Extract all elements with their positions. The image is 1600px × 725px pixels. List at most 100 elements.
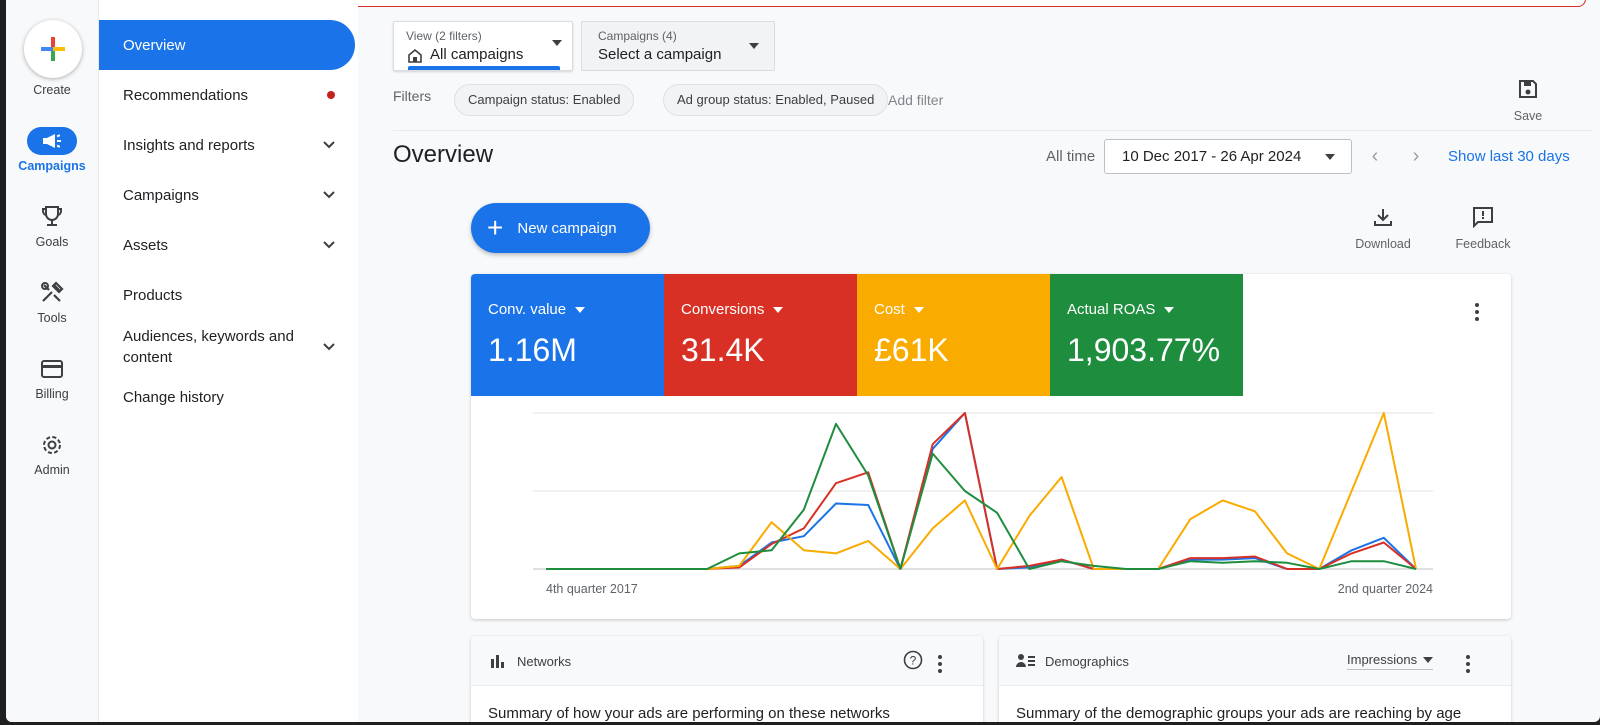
filter-chip-campaign-status[interactable]: Campaign status: Enabled	[454, 84, 635, 116]
networks-title: Networks	[517, 654, 572, 669]
new-campaign-button[interactable]: + New campaign	[471, 203, 650, 253]
save-label: Save	[1513, 109, 1543, 123]
date-range-picker[interactable]: 10 Dec 2017 - 26 Apr 2024	[1104, 139, 1352, 174]
nav-panel: Overview Recommendations Insights and re…	[98, 0, 358, 722]
caret-down-icon	[773, 306, 784, 313]
nav-item-overview[interactable]: Overview	[99, 20, 355, 70]
feedback-button[interactable]: Feedback	[1438, 206, 1528, 251]
caret-down-icon	[913, 306, 924, 313]
rail-item-admin[interactable]: Admin	[6, 431, 98, 477]
metric-label: Conv. value	[488, 301, 567, 318]
nav-item-assets[interactable]: Assets	[99, 233, 355, 257]
series-line-3	[546, 422, 1417, 570]
download-button[interactable]: Download	[1338, 206, 1428, 251]
metric-label: Actual ROAS	[1067, 301, 1156, 318]
new-campaign-label: New campaign	[517, 219, 617, 237]
metric-label: Conversions	[681, 301, 765, 318]
main-content: View (2 filters) All campaigns Campaigns…	[358, 0, 1600, 722]
caret-down-icon	[1423, 656, 1434, 663]
nav-item-products[interactable]: Products	[99, 283, 355, 307]
rail-item-label: Billing	[35, 387, 69, 401]
metric-conversions[interactable]: Conversions 31.4K	[664, 274, 857, 396]
caret-down-icon	[1164, 306, 1175, 313]
rail-item-billing[interactable]: Billing	[6, 355, 98, 401]
campaign-selector-value: Select a campaign	[598, 46, 722, 63]
demographics-summary: Summary of the demographic groups your a…	[1016, 705, 1462, 722]
rail-item-tools[interactable]: Tools	[6, 279, 98, 325]
caret-down-icon	[575, 306, 586, 313]
demographics-card-header: Demographics Impressions	[999, 636, 1511, 686]
performance-line-chart: 4th quarter 2017 2nd quarter 2024	[533, 412, 1433, 596]
demographics-title: Demographics	[1045, 654, 1129, 669]
create-button[interactable]	[24, 20, 82, 78]
header-divider	[393, 130, 1593, 131]
nav-item-change-history[interactable]: Change history	[99, 385, 355, 409]
left-rail: Create Campaigns Goals Tools Billing	[6, 0, 98, 722]
notification-dot	[327, 91, 335, 99]
caret-down-icon	[749, 43, 759, 49]
feedback-icon	[1473, 207, 1493, 229]
all-time-label: All time	[1046, 148, 1096, 165]
chart-lines	[546, 412, 1417, 570]
date-range-value: 10 Dec 2017 - 26 Apr 2024	[1122, 148, 1302, 165]
more-options-icon[interactable]	[937, 652, 943, 676]
campaign-selector[interactable]: Campaigns (4) Select a campaign	[581, 21, 775, 71]
metric-conv-value[interactable]: Conv. value 1.16M	[471, 274, 664, 396]
nav-item-recommendations[interactable]: Recommendations	[99, 83, 355, 107]
megaphone-icon	[27, 127, 77, 155]
chevron-right-icon[interactable]: ›	[1412, 145, 1420, 167]
more-options-icon[interactable]	[1474, 300, 1480, 324]
chevron-down-icon	[323, 241, 335, 249]
chevron-down-icon	[323, 191, 335, 199]
metric-value: 31.4K	[681, 332, 765, 368]
performance-card: Conv. value 1.16M Conversions 31.4K Cost…	[471, 274, 1511, 619]
nav-item-label: Products	[123, 286, 183, 304]
gear-icon	[6, 431, 98, 459]
caret-down-icon	[552, 40, 562, 46]
metric-selector-value: Impressions	[1347, 652, 1418, 667]
svg-text:?: ?	[910, 654, 917, 668]
bar-chart-icon	[491, 655, 504, 668]
show-last-30-days-link[interactable]: Show last 30 days	[1448, 148, 1570, 165]
download-icon	[1374, 209, 1392, 226]
nav-item-label: Recommendations	[123, 86, 249, 104]
rail-item-label: Campaigns	[18, 159, 86, 173]
networks-card-header: Networks ?	[471, 636, 983, 686]
chevron-left-icon[interactable]: ‹	[1371, 145, 1379, 167]
save-button[interactable]: Save	[1498, 78, 1558, 123]
credit-card-icon	[6, 355, 98, 383]
nav-item-label: Campaigns	[123, 186, 199, 204]
app-window: Create Campaigns Goals Tools Billing	[6, 0, 1600, 722]
download-label: Download	[1355, 237, 1411, 251]
trophy-icon	[6, 203, 98, 231]
chart-grid	[533, 412, 1433, 570]
chevron-down-icon	[323, 141, 335, 149]
campaign-selector-label: Campaigns (4)	[598, 29, 677, 43]
more-options-icon[interactable]	[1465, 652, 1471, 676]
x-tick-label-end: 2nd quarter 2024	[1338, 582, 1433, 596]
rail-item-campaigns[interactable]: Campaigns	[6, 127, 98, 173]
nav-item-label: Insights and reports	[123, 136, 255, 154]
x-tick-label-start: 4th quarter 2017	[546, 582, 638, 596]
nav-item-label: Audiences, keywords and content	[123, 328, 294, 366]
plus-icon	[41, 37, 65, 61]
building-icon	[408, 49, 422, 63]
create-label: Create	[33, 83, 71, 97]
metric-selector[interactable]: Impressions	[1347, 652, 1434, 670]
view-selector[interactable]: View (2 filters) All campaigns	[393, 21, 573, 71]
nav-item-audiences[interactable]: Audiences, keywords and content	[99, 325, 355, 369]
nav-item-insights[interactable]: Insights and reports	[99, 133, 355, 157]
rail-item-goals[interactable]: Goals	[6, 203, 98, 249]
metric-cost[interactable]: Cost £61K	[857, 274, 1050, 396]
add-filter-link[interactable]: Add filter	[888, 92, 944, 108]
metric-actual-roas[interactable]: Actual ROAS 1,903.77%	[1050, 274, 1243, 396]
page-title: Overview	[393, 141, 494, 168]
view-selector-underline	[408, 66, 560, 70]
nav-item-campaigns[interactable]: Campaigns	[99, 183, 355, 207]
rail-item-label: Admin	[34, 463, 70, 477]
plus-icon: +	[487, 212, 504, 243]
help-icon[interactable]: ?	[903, 650, 923, 670]
filter-chip-ad-group-status[interactable]: Ad group status: Enabled, Paused	[663, 84, 889, 116]
nav-item-label: Change history	[123, 388, 224, 406]
metric-value: 1,903.77%	[1067, 332, 1221, 368]
